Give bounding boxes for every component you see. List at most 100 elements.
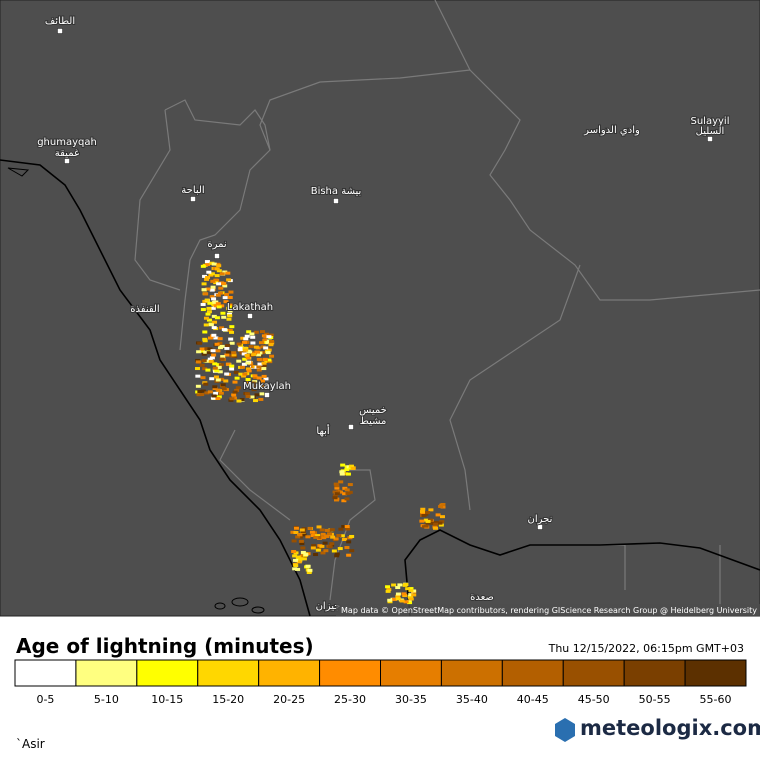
lightning-strike — [395, 597, 401, 601]
lightning-strike — [220, 355, 226, 359]
legend-label: 55-60 — [700, 693, 732, 706]
lightning-strike — [226, 306, 232, 310]
lightning-strike — [212, 320, 218, 324]
lightning-strike — [204, 277, 210, 281]
lightning-strike — [199, 393, 205, 397]
lightning-strike — [259, 392, 265, 396]
lightning-strike — [197, 341, 203, 345]
lightning-strike — [262, 338, 268, 342]
lightning-strike — [241, 352, 247, 356]
lightning-strike — [241, 362, 247, 366]
lightning-strike — [249, 332, 255, 336]
lightning-strike — [217, 341, 223, 345]
lightning-strike — [209, 272, 215, 276]
lightning-strike — [402, 594, 408, 598]
lightning-strike — [322, 541, 328, 545]
lightning-strike — [201, 359, 207, 363]
lightning-strike — [329, 528, 335, 532]
lightning-strike — [297, 535, 303, 539]
lightning-strike — [336, 534, 342, 538]
legend-swatch — [14, 659, 77, 687]
lightning-strike — [227, 303, 233, 307]
lightning-strike — [403, 600, 409, 604]
legend-swatch — [380, 659, 442, 687]
lightning-strike — [392, 597, 398, 601]
region: `Asir — [16, 737, 45, 751]
lightning-strike — [324, 534, 330, 538]
lightning-strike — [216, 365, 222, 369]
lightning-strike — [204, 260, 210, 264]
place-label: نجران — [528, 514, 553, 525]
lightning-strike — [205, 312, 211, 316]
lightning-strike — [339, 470, 345, 474]
lightning-strike — [266, 335, 272, 339]
lightning-strike — [246, 369, 252, 373]
lightning-strike — [224, 292, 230, 296]
lightning-strike — [268, 343, 274, 347]
lightning-strike — [212, 366, 218, 370]
lightning-strike — [216, 264, 222, 268]
lightning-strike — [256, 368, 262, 372]
lightning-strike — [399, 599, 405, 603]
place-label: مشيط — [360, 416, 387, 427]
lightning-strike — [216, 282, 222, 286]
lightning-strike — [202, 367, 208, 371]
lightning-strike — [253, 384, 259, 388]
lightning-strike — [219, 326, 225, 330]
lightning-strike — [215, 302, 221, 306]
lightning-strike — [213, 336, 219, 340]
lightning-strike — [195, 360, 201, 364]
place-label: ghumayqah — [37, 137, 97, 148]
lightning-strike — [344, 468, 350, 472]
lightning-strike — [211, 262, 217, 266]
lightning-strike — [237, 348, 243, 352]
lightning-strike — [333, 498, 339, 502]
lightning-strike — [234, 388, 240, 392]
lightning-strike — [263, 377, 269, 381]
lightning-strike — [261, 374, 267, 378]
lightning-strike — [246, 330, 252, 334]
lightning-strike — [264, 332, 270, 336]
lightning-strike — [207, 301, 213, 305]
lightning-strike — [209, 288, 215, 292]
place-label: صعدة — [470, 592, 494, 603]
lightning-strike — [232, 390, 238, 394]
legend-swatch — [136, 659, 199, 687]
lightning-strike — [305, 535, 311, 539]
legend-label: 40-45 — [517, 693, 549, 706]
lightning-strike — [395, 586, 401, 590]
place-label: وادي الدواسر — [583, 125, 640, 136]
lightning-strike — [206, 351, 212, 355]
lightning-strike — [236, 359, 242, 363]
lightning-strike — [338, 490, 344, 494]
lightning-strike — [227, 295, 233, 299]
legend-label: 0-5 — [36, 693, 54, 706]
lightning-strike — [205, 368, 211, 372]
lightning-strike — [309, 530, 315, 534]
lightning-strike — [250, 381, 256, 385]
lightning-strike — [217, 346, 223, 350]
lightning-strike — [199, 363, 205, 367]
lightning-strike — [242, 357, 248, 361]
legend-label: 25-30 — [334, 693, 366, 706]
legend-label: 20-25 — [273, 693, 305, 706]
legend-swatch — [501, 659, 564, 687]
lightning-strike — [233, 370, 239, 374]
lightning-strike — [339, 534, 345, 538]
lightning-strike — [407, 601, 413, 605]
lightning-strike — [258, 397, 264, 401]
lightning-strike — [203, 350, 209, 354]
lightning-strike — [227, 309, 233, 313]
lightning-strike — [206, 306, 212, 310]
lightning-strike — [332, 494, 338, 498]
lightning-strike — [219, 357, 225, 361]
lightning-strike — [228, 398, 234, 402]
lightning-strike — [244, 334, 250, 338]
lightning-strike — [229, 330, 235, 334]
lightning-strike — [219, 304, 225, 308]
lightning-strike — [316, 546, 322, 550]
lightning-strike — [222, 296, 228, 300]
lightning-strike — [229, 341, 235, 345]
lightning-strike — [214, 274, 220, 278]
lightning-strike — [256, 357, 262, 361]
